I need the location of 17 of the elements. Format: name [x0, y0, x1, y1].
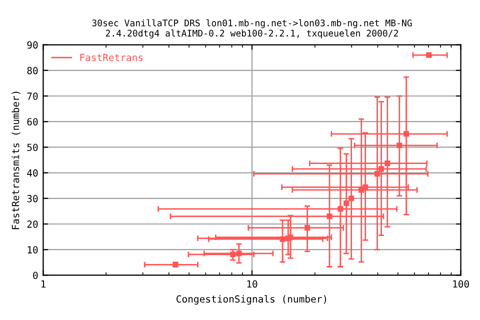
chart-title: 30sec VanillaTCP DRS lon01.mb-ng.net->lon03.mb-ng.net MB-NG 2.4.20dtg4 altAIMD-0.2 web100-2.2.1, txqueuelen 2000/2 — [92, 19, 412, 38]
y-tick-label: 20 — [27, 220, 38, 228]
x-tick-label: 1 — [41, 280, 46, 288]
y-tick-label: 90 — [27, 41, 38, 49]
y-tick-label: 30 — [27, 194, 38, 202]
y-tick-label: 0 — [33, 272, 38, 280]
y-tick-label: 70 — [27, 92, 38, 100]
y-tick-label: 80 — [27, 66, 38, 74]
y-axis-title: FastRetransmits (number) — [12, 92, 20, 230]
y-tick-label: 10 — [28, 246, 38, 254]
y-tick-label: 60 — [27, 118, 38, 126]
y-tick-label: 40 — [27, 169, 38, 177]
x-tick-label: 100 — [453, 280, 469, 288]
legend-label: FastRetrans — [80, 54, 143, 62]
x-axis-title: CongestionSignals (number) — [176, 295, 326, 305]
y-tick-label: 50 — [27, 144, 38, 152]
x-tick-label: 10 — [247, 280, 258, 288]
